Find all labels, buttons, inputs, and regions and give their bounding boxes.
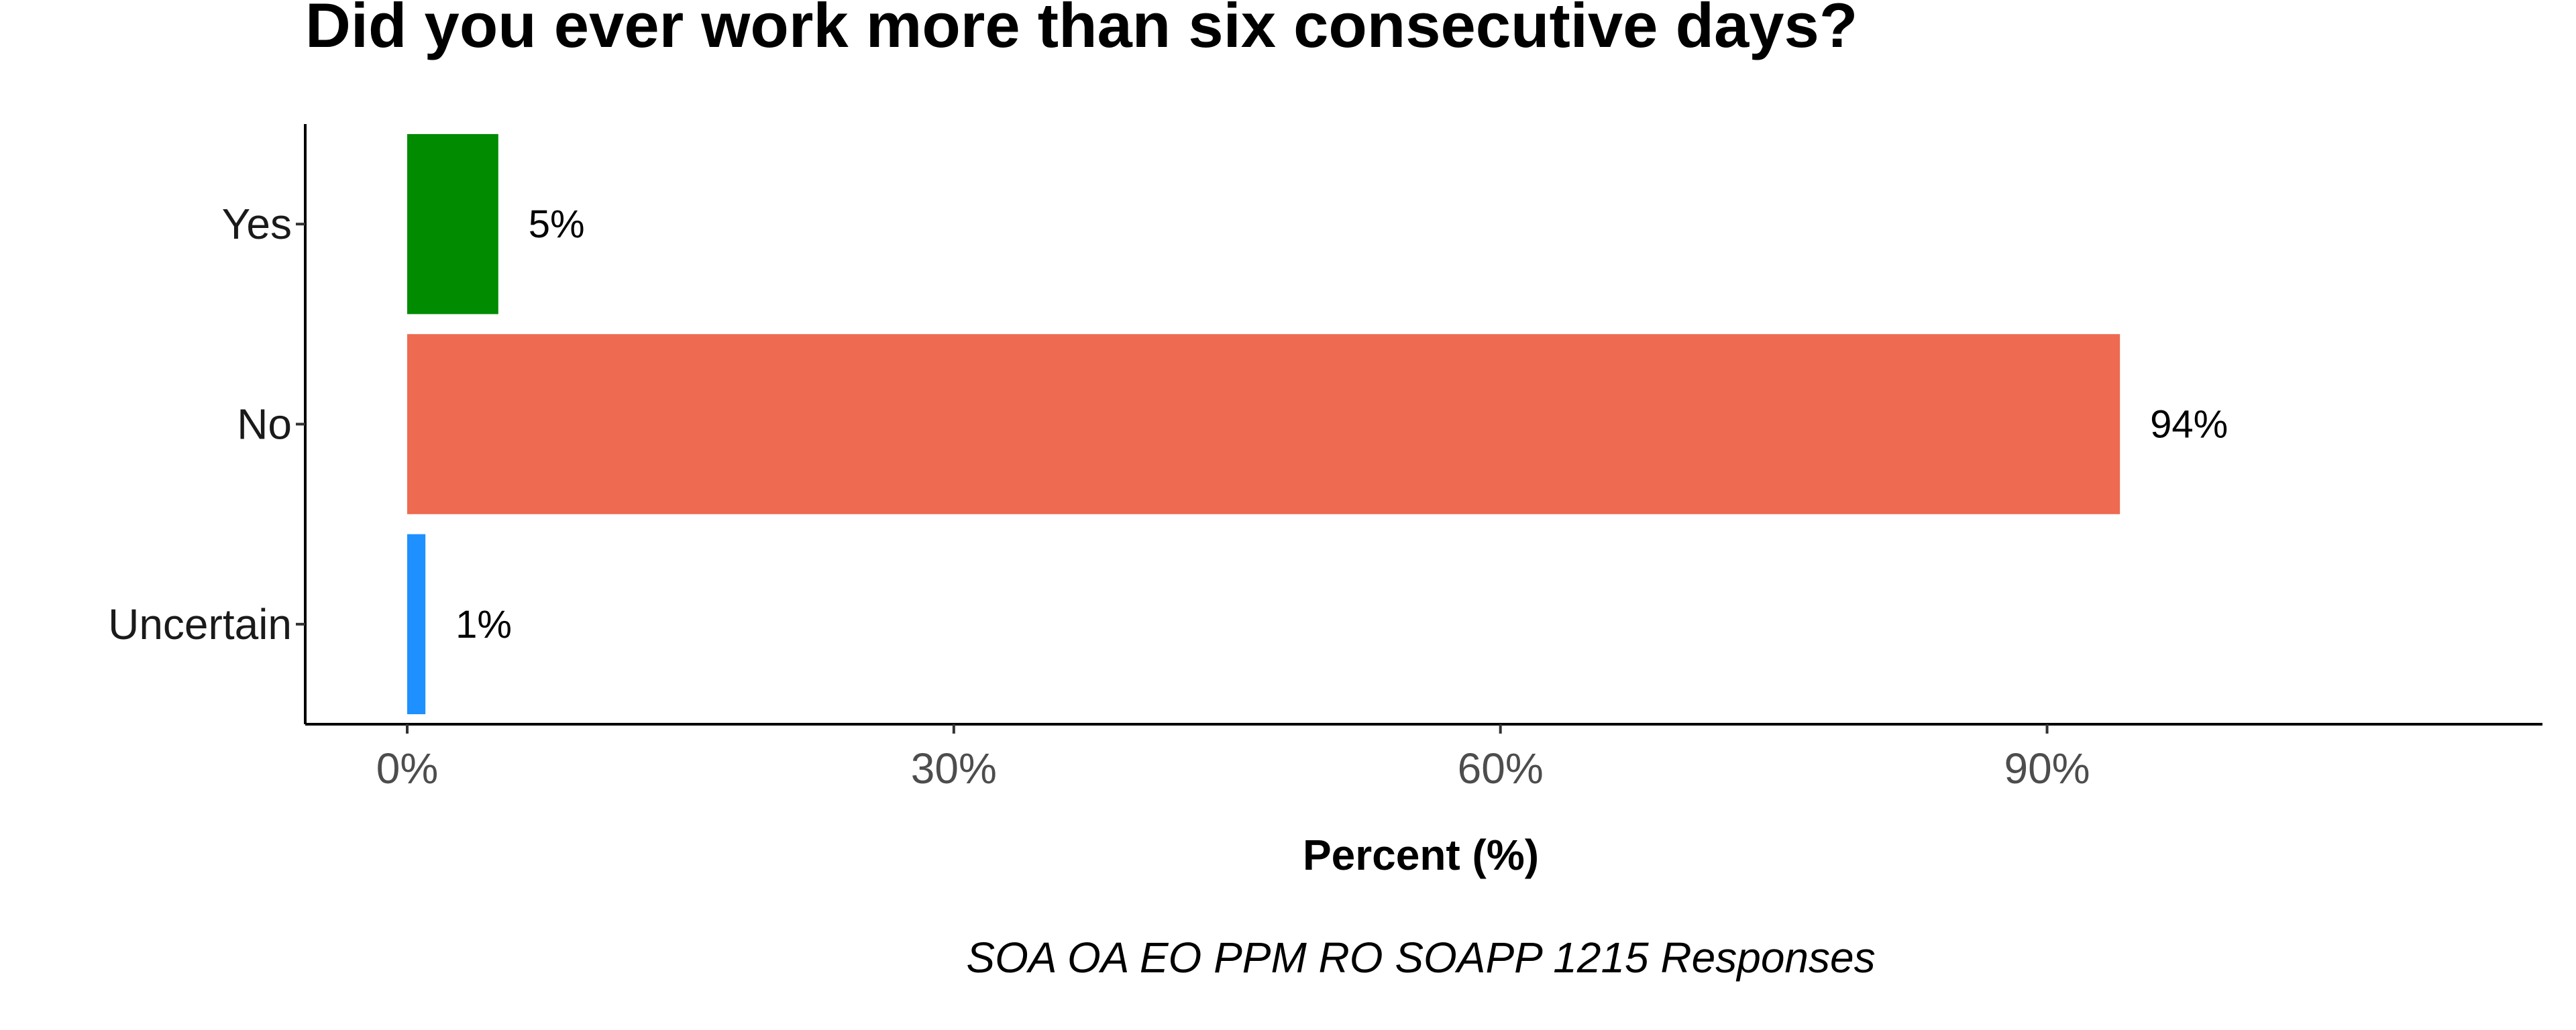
y-tick-label: Uncertain xyxy=(108,600,292,648)
x-tick-label: 30% xyxy=(911,744,997,793)
data-label: 1% xyxy=(455,603,512,646)
chart-caption: SOA OA EO PPM RO SOAPP 1215 Responses xyxy=(966,933,1875,982)
x-tick-label: 0% xyxy=(376,744,439,793)
x-tick-label: 60% xyxy=(1458,744,1544,793)
data-label: 94% xyxy=(2150,403,2228,447)
bar-yes xyxy=(407,133,498,314)
plot-area: Yes 5% No 94% Uncertain 1% 0% 30% 60% 90% xyxy=(108,124,2542,793)
data-label: 5% xyxy=(529,203,585,246)
chart-title: Did you ever work more than six consecut… xyxy=(305,0,1858,60)
bar-uncertain xyxy=(407,534,426,715)
x-axis-title: Percent (%) xyxy=(1303,831,1539,879)
y-tick-label: No xyxy=(237,400,292,449)
bar-no xyxy=(407,334,2121,514)
x-tick-label: 90% xyxy=(2004,744,2090,793)
y-tick-label: Yes xyxy=(222,200,292,248)
